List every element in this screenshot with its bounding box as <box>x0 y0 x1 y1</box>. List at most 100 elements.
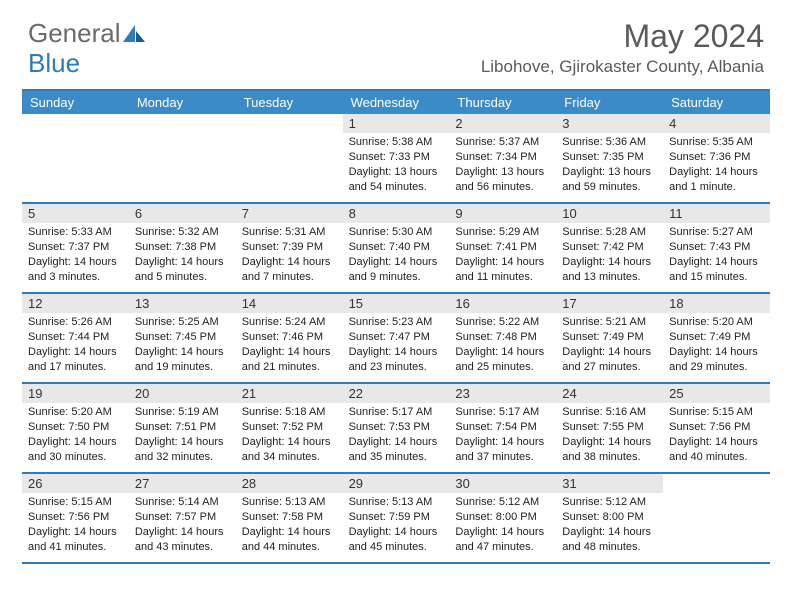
day-cell: 28Sunrise: 5:13 AMSunset: 7:58 PMDayligh… <box>236 474 343 562</box>
sunrise-text: Sunrise: 5:32 AM <box>133 225 232 240</box>
daylight-text: Daylight: 14 hours and 25 minutes. <box>453 345 552 375</box>
sunset-text: Sunset: 7:43 PM <box>667 240 766 255</box>
week-row: 26Sunrise: 5:15 AMSunset: 7:56 PMDayligh… <box>22 474 770 564</box>
sunset-text: Sunset: 7:44 PM <box>26 330 125 345</box>
sunset-text: Sunset: 7:39 PM <box>240 240 339 255</box>
day-number: 14 <box>236 294 343 313</box>
sunset-text: Sunset: 7:47 PM <box>347 330 446 345</box>
sunrise-text: Sunrise: 5:24 AM <box>240 315 339 330</box>
title-block: May 2024 Libohove, Gjirokaster County, A… <box>481 18 764 77</box>
day-number: 6 <box>129 204 236 223</box>
day-cell: 24Sunrise: 5:16 AMSunset: 7:55 PMDayligh… <box>556 384 663 472</box>
sunset-text: Sunset: 7:38 PM <box>133 240 232 255</box>
day-header: Saturday <box>663 91 770 114</box>
day-cell: 3Sunrise: 5:36 AMSunset: 7:35 PMDaylight… <box>556 114 663 202</box>
sunrise-text: Sunrise: 5:13 AM <box>240 495 339 510</box>
sunset-text: Sunset: 7:56 PM <box>667 420 766 435</box>
sunrise-text: Sunrise: 5:36 AM <box>560 135 659 150</box>
day-number: 28 <box>236 474 343 493</box>
week-row: ...1Sunrise: 5:38 AMSunset: 7:33 PMDayli… <box>22 114 770 204</box>
day-number: 29 <box>343 474 450 493</box>
day-cell: 31Sunrise: 5:12 AMSunset: 8:00 PMDayligh… <box>556 474 663 562</box>
sunset-text: Sunset: 7:49 PM <box>560 330 659 345</box>
logo: General <box>28 18 145 49</box>
day-cell: 2Sunrise: 5:37 AMSunset: 7:34 PMDaylight… <box>449 114 556 202</box>
day-header: Monday <box>129 91 236 114</box>
day-number: 10 <box>556 204 663 223</box>
day-number: 4 <box>663 114 770 133</box>
day-cell: . <box>663 474 770 562</box>
day-cell: 10 Sunrise: 5:28 AMSunset: 7:42 PMDayligh… <box>556 204 663 292</box>
day-cell: 22Sunrise: 5:17 AMSunset: 7:53 PMDayligh… <box>343 384 450 472</box>
daylight-text: Daylight: 14 hours and 30 minutes. <box>26 435 125 465</box>
day-header: Sunday <box>22 91 129 114</box>
day-cell: 13Sunrise: 5:25 AMSunset: 7:45 PMDayligh… <box>129 294 236 382</box>
daylight-text: Daylight: 14 hours and 11 minutes. <box>453 255 552 285</box>
day-number: 27 <box>129 474 236 493</box>
sunrise-text: Sunrise: 5:14 AM <box>133 495 232 510</box>
sunrise-text: Sunrise: 5:18 AM <box>240 405 339 420</box>
sunset-text: Sunset: 7:35 PM <box>560 150 659 165</box>
sunrise-text: Sunrise: 5:17 AM <box>347 405 446 420</box>
sunrise-text: Sunrise: 5:28 AM <box>560 225 659 240</box>
sunrise-text: Sunrise: 5:13 AM <box>347 495 446 510</box>
day-number: 2 <box>449 114 556 133</box>
sunset-text: Sunset: 7:42 PM <box>560 240 659 255</box>
day-cell: 20Sunrise: 5:19 AMSunset: 7:51 PMDayligh… <box>129 384 236 472</box>
sunrise-text: Sunrise: 5:21 AM <box>560 315 659 330</box>
sunrise-text: Sunrise: 5:22 AM <box>453 315 552 330</box>
sunset-text: Sunset: 7:45 PM <box>133 330 232 345</box>
daylight-text: Daylight: 14 hours and 38 minutes. <box>560 435 659 465</box>
day-number: 5 <box>22 204 129 223</box>
sunrise-text: Sunrise: 5:17 AM <box>453 405 552 420</box>
day-number: 20 <box>129 384 236 403</box>
day-number: 11 <box>663 204 770 223</box>
day-number: 15 <box>343 294 450 313</box>
day-cell: 19Sunrise: 5:20 AMSunset: 7:50 PMDayligh… <box>22 384 129 472</box>
day-number: 8 <box>343 204 450 223</box>
sunrise-text: Sunrise: 5:12 AM <box>453 495 552 510</box>
sunset-text: Sunset: 7:50 PM <box>26 420 125 435</box>
day-number: 7 <box>236 204 343 223</box>
week-row: 12Sunrise: 5:26 AMSunset: 7:44 PMDayligh… <box>22 294 770 384</box>
sunset-text: Sunset: 7:59 PM <box>347 510 446 525</box>
day-number: 24 <box>556 384 663 403</box>
day-number: 31 <box>556 474 663 493</box>
day-cell: 16Sunrise: 5:22 AMSunset: 7:48 PMDayligh… <box>449 294 556 382</box>
daylight-text: Daylight: 14 hours and 37 minutes. <box>453 435 552 465</box>
day-cell: 29Sunrise: 5:13 AMSunset: 7:59 PMDayligh… <box>343 474 450 562</box>
weeks-container: ...1Sunrise: 5:38 AMSunset: 7:33 PMDayli… <box>22 114 770 564</box>
day-cell: 18Sunrise: 5:20 AMSunset: 7:49 PMDayligh… <box>663 294 770 382</box>
day-number: 22 <box>343 384 450 403</box>
logo-text-1: General <box>28 18 121 49</box>
day-cell: 4Sunrise: 5:35 AMSunset: 7:36 PMDaylight… <box>663 114 770 202</box>
sunset-text: Sunset: 7:49 PM <box>667 330 766 345</box>
sunset-text: Sunset: 7:46 PM <box>240 330 339 345</box>
day-cell: 14 Sunrise: 5:24 AMSunset: 7:46 PMDayligh… <box>236 294 343 382</box>
day-cell: 6Sunrise: 5:32 AMSunset: 7:38 PMDaylight… <box>129 204 236 292</box>
location-text: Libohove, Gjirokaster County, Albania <box>481 57 764 77</box>
daylight-text: Daylight: 14 hours and 17 minutes. <box>26 345 125 375</box>
sunrise-text: Sunrise: 5:15 AM <box>667 405 766 420</box>
sunrise-text: Sunrise: 5:37 AM <box>453 135 552 150</box>
day-cell: 23Sunrise: 5:17 AMSunset: 7:54 PMDayligh… <box>449 384 556 472</box>
day-header: Thursday <box>449 91 556 114</box>
daylight-text: Daylight: 14 hours and 7 minutes. <box>240 255 339 285</box>
day-cell: 30Sunrise: 5:12 AMSunset: 8:00 PMDayligh… <box>449 474 556 562</box>
sunrise-text: Sunrise: 5:26 AM <box>26 315 125 330</box>
sunrise-text: Sunrise: 5:35 AM <box>667 135 766 150</box>
sunrise-text: Sunrise: 5:23 AM <box>347 315 446 330</box>
sunset-text: Sunset: 7:56 PM <box>26 510 125 525</box>
daylight-text: Daylight: 14 hours and 44 minutes. <box>240 525 339 555</box>
daylight-text: Daylight: 14 hours and 21 minutes. <box>240 345 339 375</box>
daylight-text: Daylight: 13 hours and 54 minutes. <box>347 165 446 195</box>
day-number: 9 <box>449 204 556 223</box>
sunrise-text: Sunrise: 5:20 AM <box>26 405 125 420</box>
sunset-text: Sunset: 8:00 PM <box>560 510 659 525</box>
day-number: 30 <box>449 474 556 493</box>
sunset-text: Sunset: 7:57 PM <box>133 510 232 525</box>
day-cell: 8Sunrise: 5:30 AMSunset: 7:40 PMDaylight… <box>343 204 450 292</box>
day-number: 23 <box>449 384 556 403</box>
daylight-text: Daylight: 14 hours and 13 minutes. <box>560 255 659 285</box>
daylight-text: Daylight: 14 hours and 3 minutes. <box>26 255 125 285</box>
